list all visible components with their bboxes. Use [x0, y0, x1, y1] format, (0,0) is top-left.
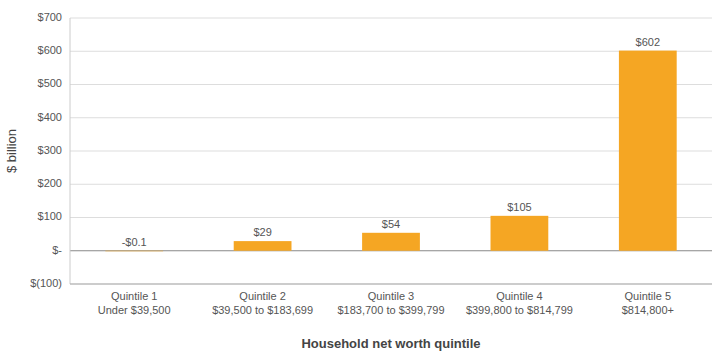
y-tick-label: $200: [38, 177, 62, 189]
grid: [70, 18, 712, 284]
grid-line: [70, 284, 712, 285]
grid-line: [70, 151, 712, 152]
bar: [234, 241, 292, 251]
data-label: $105: [507, 201, 531, 213]
data-label: $29: [253, 226, 271, 238]
bar: [362, 233, 420, 251]
data-label: $54: [382, 218, 400, 230]
grid-line: [70, 51, 712, 52]
x-tick-label: Quintile 4$399,800 to $814,799: [466, 290, 573, 316]
x-axis-label: Household net worth quintile: [301, 336, 480, 351]
y-tick-label: $(100): [30, 277, 62, 289]
y-tick-label: $700: [38, 11, 62, 23]
x-axis-line: [70, 284, 712, 285]
bar: [491, 216, 549, 251]
y-axis-label: $ billion: [4, 129, 19, 173]
bar: [619, 51, 677, 251]
grid-line: [70, 84, 712, 85]
data-labels: -$0.1 $29 $54 $105 $602: [122, 36, 660, 248]
bar: [105, 250, 163, 252]
y-tick-label: $-: [52, 244, 62, 256]
y-tick-label: $600: [38, 44, 62, 56]
x-tick-label: Quintile 2$39,500 to $183,699: [212, 290, 313, 316]
y-axis-line: [70, 18, 71, 284]
y-tick-label: $500: [38, 77, 62, 89]
x-tick-label: Quintile 1Under $39,500: [98, 290, 171, 316]
grid-line: [70, 117, 712, 118]
y-ticks: $(100) $- $100 $200 $300 $400 $500 $600 $700: [30, 11, 62, 289]
y-tick-label: $100: [38, 210, 62, 222]
y-tick-label: $300: [38, 144, 62, 156]
data-label: $602: [636, 36, 660, 48]
x-ticks: Quintile 1Under $39,500 Quintile 2$39,500…: [98, 290, 674, 316]
chart: $(100) $- $100 $200 $300 $400 $500 $600 $700 -$0.…: [0, 0, 728, 358]
y-tick-label: $400: [38, 111, 62, 123]
grid-line: [70, 18, 712, 19]
grid-line: [70, 184, 712, 185]
bars: [105, 51, 676, 252]
x-tick-label: Quintile 5$814,800+: [622, 290, 674, 316]
data-label: -$0.1: [122, 236, 147, 248]
x-tick-label: Quintile 3$183,700 to $399,799: [337, 290, 444, 316]
